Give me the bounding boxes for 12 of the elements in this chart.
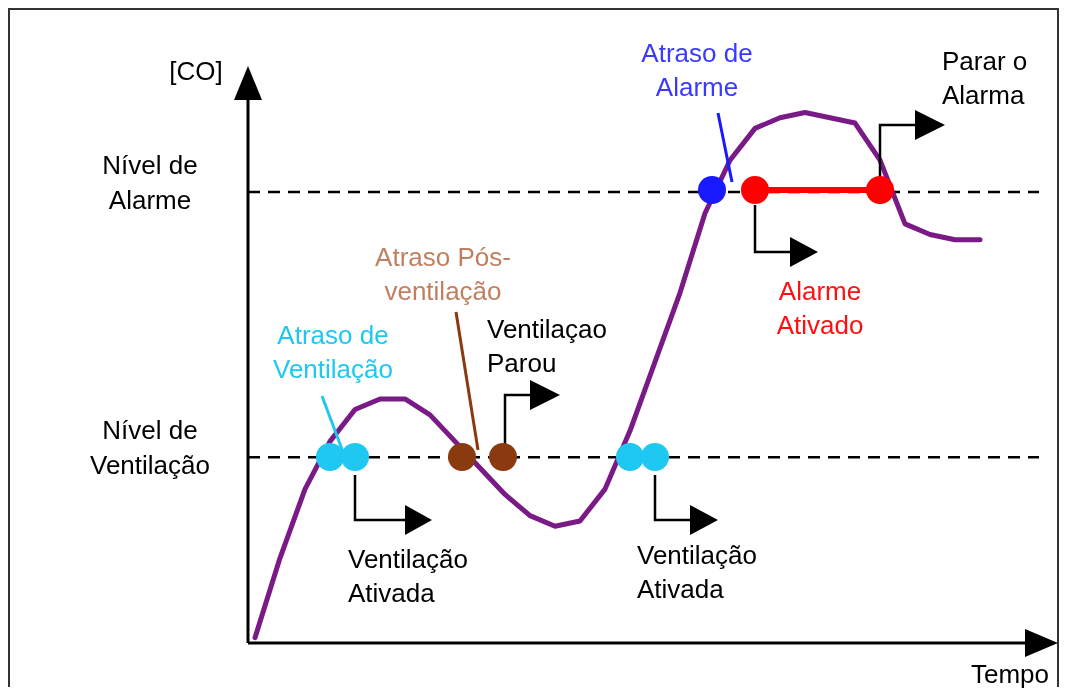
- annotation: Ventilação Ativada: [348, 543, 469, 610]
- ref-line-label: Nível de Alarme: [102, 150, 198, 216]
- y-axis-title: [CO]: [169, 56, 223, 86]
- ref-line-label: Nível de Ventilação: [90, 415, 210, 481]
- annotation: Ventilaçao Parou: [487, 313, 608, 380]
- annotation: Atraso de Ventilação: [272, 319, 394, 386]
- text: Parar o Alarma: [942, 45, 1029, 112]
- annotation: Atraso Pós-ventilação: [374, 241, 512, 308]
- annotation: Alarme Ativado: [775, 275, 865, 342]
- text: Atraso de Alarme: [640, 37, 754, 104]
- annotation: Ventilação Ativada: [637, 539, 758, 606]
- x-axis-title: Tempo: [970, 659, 1050, 689]
